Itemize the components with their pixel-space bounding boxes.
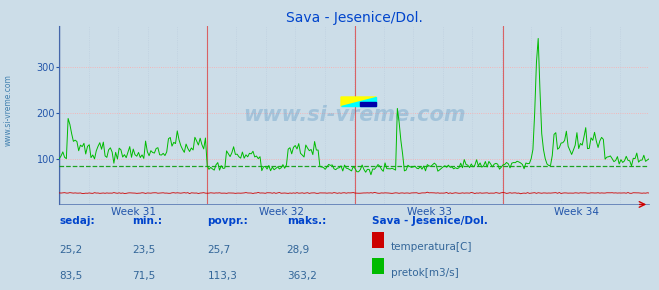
Bar — [360, 102, 376, 106]
Text: sedaj:: sedaj: — [59, 216, 95, 226]
Text: Sava - Jesenice/Dol.: Sava - Jesenice/Dol. — [372, 216, 488, 226]
Text: 23,5: 23,5 — [132, 245, 155, 255]
Text: temperatura[C]: temperatura[C] — [391, 242, 473, 252]
Title: Sava - Jesenice/Dol.: Sava - Jesenice/Dol. — [286, 11, 422, 25]
Text: min.:: min.: — [132, 216, 162, 226]
Text: pretok[m3/s]: pretok[m3/s] — [391, 268, 459, 278]
Text: maks.:: maks.: — [287, 216, 326, 226]
Text: povpr.:: povpr.: — [208, 216, 248, 226]
Polygon shape — [341, 97, 376, 106]
Text: 25,2: 25,2 — [59, 245, 82, 255]
Text: 25,7: 25,7 — [208, 245, 231, 255]
Polygon shape — [341, 97, 376, 106]
Text: 71,5: 71,5 — [132, 271, 155, 281]
Text: www.si-vreme.com: www.si-vreme.com — [243, 105, 465, 125]
Text: 363,2: 363,2 — [287, 271, 316, 281]
Text: 28,9: 28,9 — [287, 245, 310, 255]
Text: www.si-vreme.com: www.si-vreme.com — [4, 74, 13, 146]
Text: 83,5: 83,5 — [59, 271, 82, 281]
Text: 113,3: 113,3 — [208, 271, 237, 281]
